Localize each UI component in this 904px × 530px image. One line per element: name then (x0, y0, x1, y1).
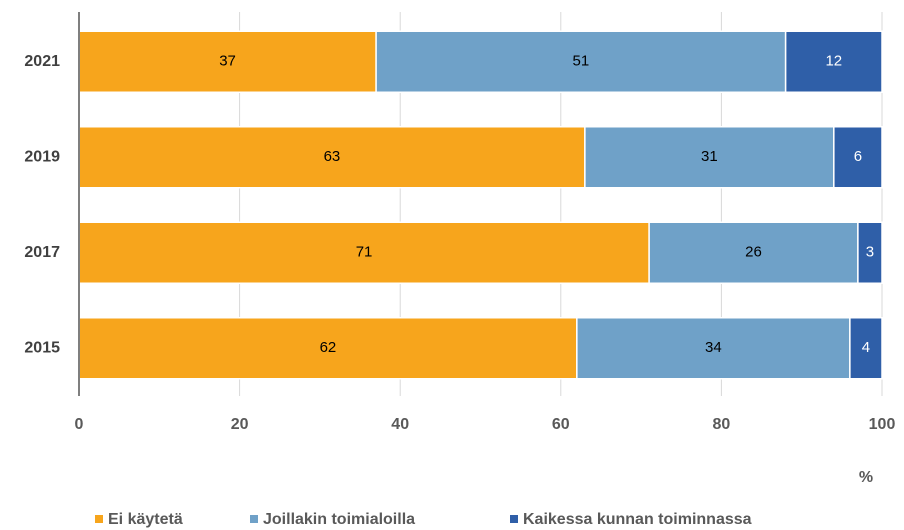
x-tick-label: 100 (869, 416, 896, 433)
legend-label: Ei käytetä (108, 511, 183, 528)
legend-label: Joillakin toimialoilla (263, 511, 415, 528)
data-label: 37 (219, 53, 236, 70)
x-tick-label: 60 (552, 416, 570, 433)
bar-segment (857, 221, 883, 284)
bar-segment (78, 30, 377, 93)
x-tick-label: 20 (231, 416, 249, 433)
bar-segment (78, 221, 650, 284)
data-label: 31 (701, 148, 718, 165)
data-label: 3 (866, 244, 874, 261)
data-label: 51 (573, 53, 590, 70)
y-tick-label: 2015 (24, 339, 60, 356)
data-label: 34 (705, 339, 722, 356)
data-label: 63 (324, 148, 341, 165)
data-label: 62 (320, 339, 337, 356)
data-label: 71 (356, 244, 373, 261)
x-tick-label: 40 (391, 416, 409, 433)
legend-label: Kaikessa kunnan toiminnassa (523, 511, 752, 528)
x-tick-label: 80 (713, 416, 731, 433)
bar-segment (375, 30, 787, 93)
y-tick-label: 2017 (24, 244, 60, 261)
bar-segment (849, 317, 883, 380)
legend-swatch (250, 515, 258, 523)
data-label: 26 (745, 244, 762, 261)
x-tick-label: 0 (75, 416, 84, 433)
y-tick-label: 2019 (24, 148, 60, 165)
legend-swatch (510, 515, 518, 523)
legend-swatch (95, 515, 103, 523)
data-label: 12 (825, 53, 842, 70)
bar-segment (78, 126, 586, 189)
bar-segment (584, 126, 835, 189)
y-tick-label: 2021 (24, 53, 60, 70)
data-label: 4 (862, 339, 870, 356)
bar-segment (784, 30, 883, 93)
bar-segment (576, 317, 851, 380)
bar-segment (78, 317, 578, 380)
x-axis-label: % (859, 469, 873, 486)
data-label: 6 (854, 148, 862, 165)
bar-segment (833, 126, 883, 189)
